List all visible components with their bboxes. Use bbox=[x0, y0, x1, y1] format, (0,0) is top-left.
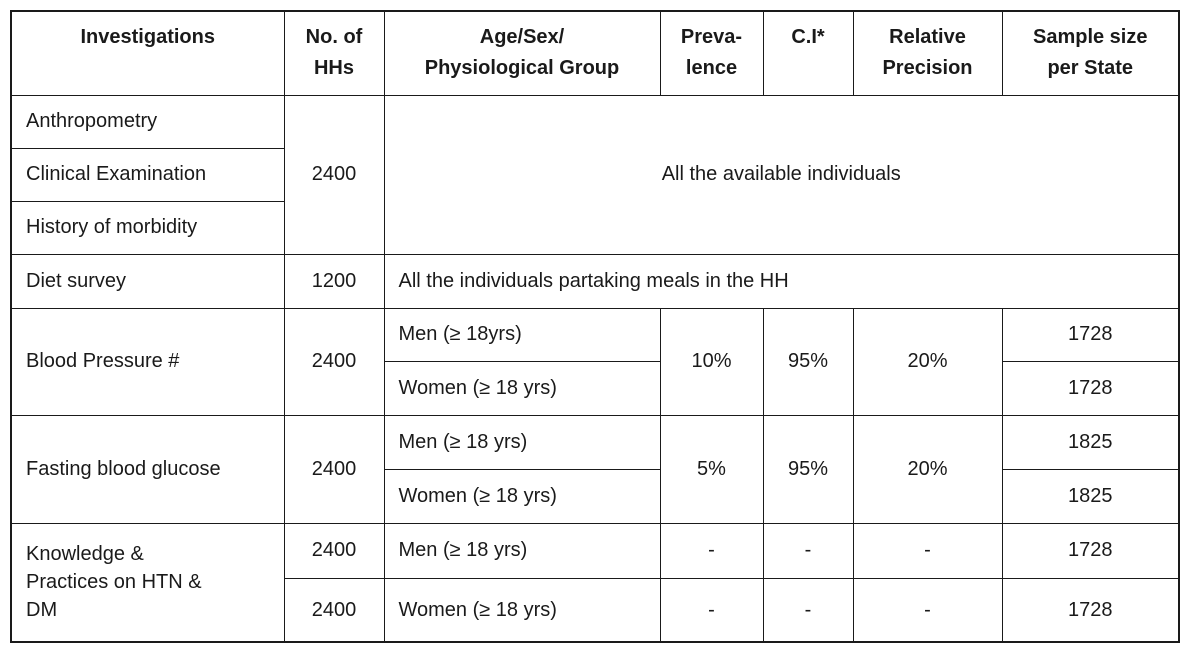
cell-knowledge-women-ci: - bbox=[762, 577, 854, 643]
header-ci: C.I* bbox=[762, 10, 854, 96]
cell-knowledge-men-precision: - bbox=[852, 522, 1003, 579]
cell-diet-note: All the individuals partaking meals in t… bbox=[383, 253, 1180, 309]
table-row: Knowledge & Practices on HTN & DM 2400 M… bbox=[10, 522, 1180, 643]
cell-knowledge-practices: Knowledge & Practices on HTN & DM bbox=[10, 522, 285, 643]
cell-knowledge-women-hhs: 2400 bbox=[283, 577, 385, 643]
header-investigations: Investigations bbox=[10, 10, 285, 96]
cell-knowledge-men-sample: 1728 bbox=[1001, 522, 1180, 579]
cell-anthropometry: Anthropometry bbox=[10, 94, 285, 149]
cell-knowledge-men-ci: - bbox=[762, 522, 854, 579]
cell-knowledge-women-group: Women (≥ 18 yrs) bbox=[383, 577, 661, 643]
cell-diet-survey: Diet survey bbox=[10, 253, 285, 309]
cell-general-note: All the available individuals bbox=[383, 94, 1180, 255]
cell-fbg-women-sample: 1825 bbox=[1001, 468, 1180, 524]
cell-knowledge-men-prevalence: - bbox=[659, 522, 764, 579]
cell-fbg-precision: 20% bbox=[852, 414, 1003, 524]
table-row: Clinical Examination bbox=[10, 147, 1179, 202]
cell-diet-hhs: 1200 bbox=[283, 253, 385, 309]
cell-fbg-women-group: Women (≥ 18 yrs) bbox=[383, 468, 661, 524]
cell-knowledge-women-prevalence: - bbox=[659, 577, 764, 643]
cell-knowledge-men-group: Men (≥ 18 yrs) bbox=[383, 522, 661, 579]
cell-fbg-prevalence: 5% bbox=[659, 414, 764, 524]
header-row: Investigations No. of HHs Age/Sex/ Physi… bbox=[10, 10, 1180, 96]
header-sample-size: Sample size per State bbox=[1001, 10, 1180, 96]
header-relative-precision: Relative Precision bbox=[852, 10, 1003, 96]
cell-bp-men-group: Men (≥ 18yrs) bbox=[383, 307, 661, 362]
table-row: Women (≥ 18 yrs) 1728 bbox=[11, 360, 1180, 416]
table-row: Anthropometry 2400 All the available ind… bbox=[10, 94, 1180, 255]
cell-fbg-men-group: Men (≥ 18 yrs) bbox=[383, 414, 661, 470]
header-prevalence: Preva- lence bbox=[659, 10, 764, 96]
table-row: Blood Pressure # 2400 Men (≥ 18yrs) 10% … bbox=[10, 307, 1180, 416]
cell-blood-pressure: Blood Pressure # bbox=[10, 307, 285, 416]
survey-sampling-table: Investigations No. of HHs Age/Sex/ Physi… bbox=[10, 10, 1180, 643]
cell-bp-women-sample: 1728 bbox=[1001, 360, 1180, 416]
cell-bp-hhs: 2400 bbox=[283, 307, 385, 416]
cell-knowledge-men-hhs: 2400 bbox=[283, 522, 385, 579]
cell-bp-precision: 20% bbox=[852, 307, 1003, 416]
header-age-sex-group: Age/Sex/ Physiological Group bbox=[383, 10, 661, 96]
cell-general-hhs: 2400 bbox=[283, 94, 385, 255]
cell-fbg-hhs: 2400 bbox=[283, 414, 385, 524]
cell-fbg-men-sample: 1825 bbox=[1001, 414, 1180, 470]
cell-clinical-examination: Clinical Examination bbox=[10, 147, 285, 202]
cell-bp-men-sample: 1728 bbox=[1001, 307, 1180, 362]
cell-fbg-ci: 95% bbox=[762, 414, 854, 524]
table-row: Diet survey 1200 All the individuals par… bbox=[10, 253, 1180, 309]
header-no-of-hhs: No. of HHs bbox=[283, 10, 385, 96]
table-row: Fasting blood glucose 2400 Men (≥ 18 yrs… bbox=[10, 414, 1180, 524]
table-row: History of morbidity bbox=[10, 200, 1179, 255]
cell-knowledge-women-sample: 1728 bbox=[1001, 577, 1180, 643]
cell-bp-ci: 95% bbox=[762, 307, 854, 416]
table-row: Women (≥ 18 yrs) 1825 bbox=[11, 468, 1180, 524]
cell-fasting-glucose: Fasting blood glucose bbox=[10, 414, 285, 524]
table-row: 2400 Women (≥ 18 yrs) - - - 1728 bbox=[11, 577, 1180, 643]
cell-history-morbidity: History of morbidity bbox=[10, 200, 285, 255]
cell-bp-prevalence: 10% bbox=[659, 307, 764, 416]
cell-bp-women-group: Women (≥ 18 yrs) bbox=[383, 360, 661, 416]
cell-knowledge-women-precision: - bbox=[852, 577, 1003, 643]
